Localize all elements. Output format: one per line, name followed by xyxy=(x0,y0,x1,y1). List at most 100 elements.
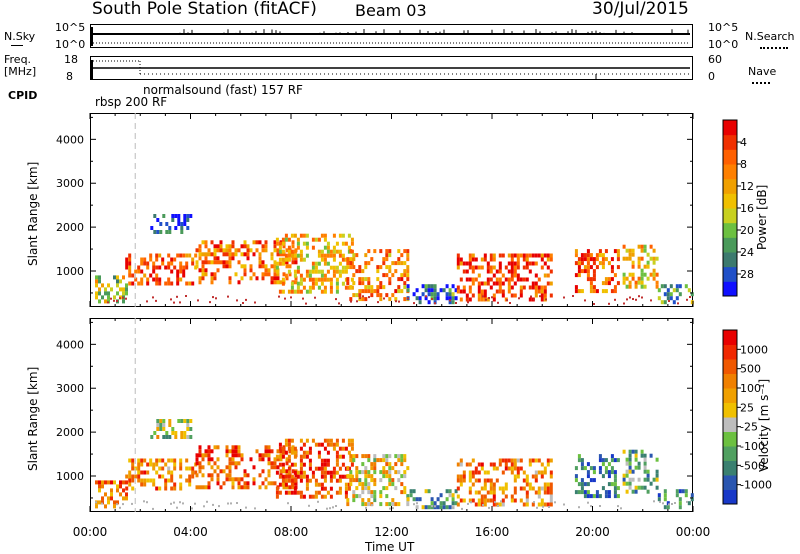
echo-cell-1-8 xyxy=(616,486,620,491)
echo-cell-0-4 xyxy=(284,233,288,238)
echo-cell-0-0 xyxy=(101,295,104,300)
ground-scatter-cell xyxy=(101,502,103,505)
echo-cell-0-3 xyxy=(291,244,295,249)
echo-cell-0-7 xyxy=(495,277,499,282)
echo-cell-0-7 xyxy=(471,281,475,286)
echo-cell-1-7 xyxy=(498,502,502,507)
echo-cell-0-4 xyxy=(317,249,321,254)
echo-cell-0-4 xyxy=(284,237,288,242)
y-tick-label: 4000 xyxy=(56,133,84,146)
echo-cell-1-10 xyxy=(663,505,667,510)
echo-cell-1-1 xyxy=(179,462,183,467)
echo-cell-1-5 xyxy=(394,486,398,491)
echo-cell-0-5 xyxy=(355,253,359,258)
echo-cell-1-2 xyxy=(162,419,166,423)
echo-cell-1-5 xyxy=(406,466,410,471)
echo-cell-0-1 xyxy=(158,281,162,286)
echo-cell-1-4 xyxy=(320,462,324,467)
echo-cell-0-3 xyxy=(210,240,214,245)
echo-cell-1-5 xyxy=(367,498,371,503)
echo-cell-0-5 xyxy=(349,285,353,290)
colorbar-tick-label: -1000 xyxy=(740,479,772,492)
echo-cell-1-5 xyxy=(388,482,392,487)
echo-cell-1-3 xyxy=(207,481,211,486)
echo-cell-0-1 xyxy=(170,261,174,266)
echo-cell-0-3 xyxy=(222,260,226,265)
echo-cell-1-1 xyxy=(161,458,165,463)
echo-cell-0-5 xyxy=(364,277,368,282)
echo-cell-1-3 xyxy=(231,477,235,482)
echo-cell-0-2 xyxy=(156,218,160,222)
echo-cell-0-7 xyxy=(519,289,523,294)
echo-cell-1-7 xyxy=(513,466,517,471)
ground-scatter-cell xyxy=(125,297,127,300)
colorbar-tick-label: 24 xyxy=(740,246,754,259)
echo-cell-1-0 xyxy=(119,484,122,489)
echo-cell-0-4 xyxy=(323,285,327,290)
echo-cell-1-4 xyxy=(278,462,282,467)
echo-cell-0-4 xyxy=(305,289,309,294)
echo-cell-1-4 xyxy=(299,466,303,471)
echo-cell-0-6 xyxy=(430,288,434,293)
echo-cell-1-1 xyxy=(155,462,159,467)
echo-cell-0-4 xyxy=(335,265,339,270)
echo-cell-1-7 xyxy=(480,462,484,467)
ground-scatter-cell xyxy=(620,507,622,510)
echo-cell-1-10 xyxy=(681,489,685,494)
echo-cell-0-3 xyxy=(276,276,280,281)
echo-cell-1-5 xyxy=(349,454,353,459)
echo-cell-0-7 xyxy=(483,253,487,258)
echo-cell-0-4 xyxy=(320,277,324,282)
echo-cell-0-0 xyxy=(113,275,116,280)
echo-cell-0-3 xyxy=(276,280,280,285)
echo-cell-1-7 xyxy=(474,490,478,495)
echo-cell-1-8 xyxy=(574,474,578,479)
echo-cell-1-6 xyxy=(442,501,446,506)
colorbar-tick-label: -100 xyxy=(740,440,765,453)
echo-cell-1-8 xyxy=(595,494,599,499)
echo-cell-1-3 xyxy=(225,445,229,450)
echo-cell-0-7 xyxy=(465,269,469,274)
echo-cell-0-10 xyxy=(660,300,664,305)
echo-cell-0-9 xyxy=(655,272,659,277)
echo-cell-0-2 xyxy=(159,230,163,234)
echo-cell-0-5 xyxy=(400,261,404,266)
echo-cell-1-1 xyxy=(140,462,144,467)
echo-cell-1-5 xyxy=(382,466,386,471)
echo-cell-1-4 xyxy=(350,442,354,447)
echo-cell-0-3 xyxy=(225,252,229,257)
ground-scatter-cell xyxy=(170,502,172,505)
echo-cell-1-5 xyxy=(367,474,371,479)
echo-cell-0-3 xyxy=(234,252,238,257)
echo-cell-0-5 xyxy=(358,293,362,298)
echo-cell-0-3 xyxy=(252,252,256,257)
echo-cell-0-4 xyxy=(281,237,285,242)
echo-cell-0-2 xyxy=(174,226,178,230)
echo-cell-0-5 xyxy=(406,257,410,262)
echo-cell-0-5 xyxy=(352,281,356,286)
echo-cell-0-9 xyxy=(646,264,650,269)
echo-cell-0-7 xyxy=(495,269,499,274)
ground-scatter-cell xyxy=(641,296,643,299)
echo-cell-0-9 xyxy=(637,256,641,261)
echo-cell-0-5 xyxy=(382,257,386,262)
echo-cell-1-7 xyxy=(498,458,502,463)
echo-cell-0-4 xyxy=(296,269,300,274)
echo-cell-0-1 xyxy=(176,253,180,258)
echo-cell-1-7 xyxy=(483,478,487,483)
echo-cell-0-8 xyxy=(589,257,593,262)
ground-scatter-cell xyxy=(350,300,352,303)
echo-cell-0-7 xyxy=(543,285,547,290)
echo-cell-0-3 xyxy=(204,244,208,249)
echo-cell-0-1 xyxy=(170,281,174,286)
echo-cell-1-4 xyxy=(281,474,285,479)
ground-scatter-cell xyxy=(278,295,280,298)
echo-cell-0-7 xyxy=(468,297,472,302)
echo-cell-1-1 xyxy=(140,458,144,463)
echo-cell-0-2 xyxy=(180,230,184,234)
echo-cell-1-4 xyxy=(350,438,354,443)
echo-cell-0-8 xyxy=(586,257,590,262)
echo-cell-0-7 xyxy=(549,293,553,298)
echo-cell-0-7 xyxy=(462,269,466,274)
echo-cell-1-5 xyxy=(346,498,350,503)
